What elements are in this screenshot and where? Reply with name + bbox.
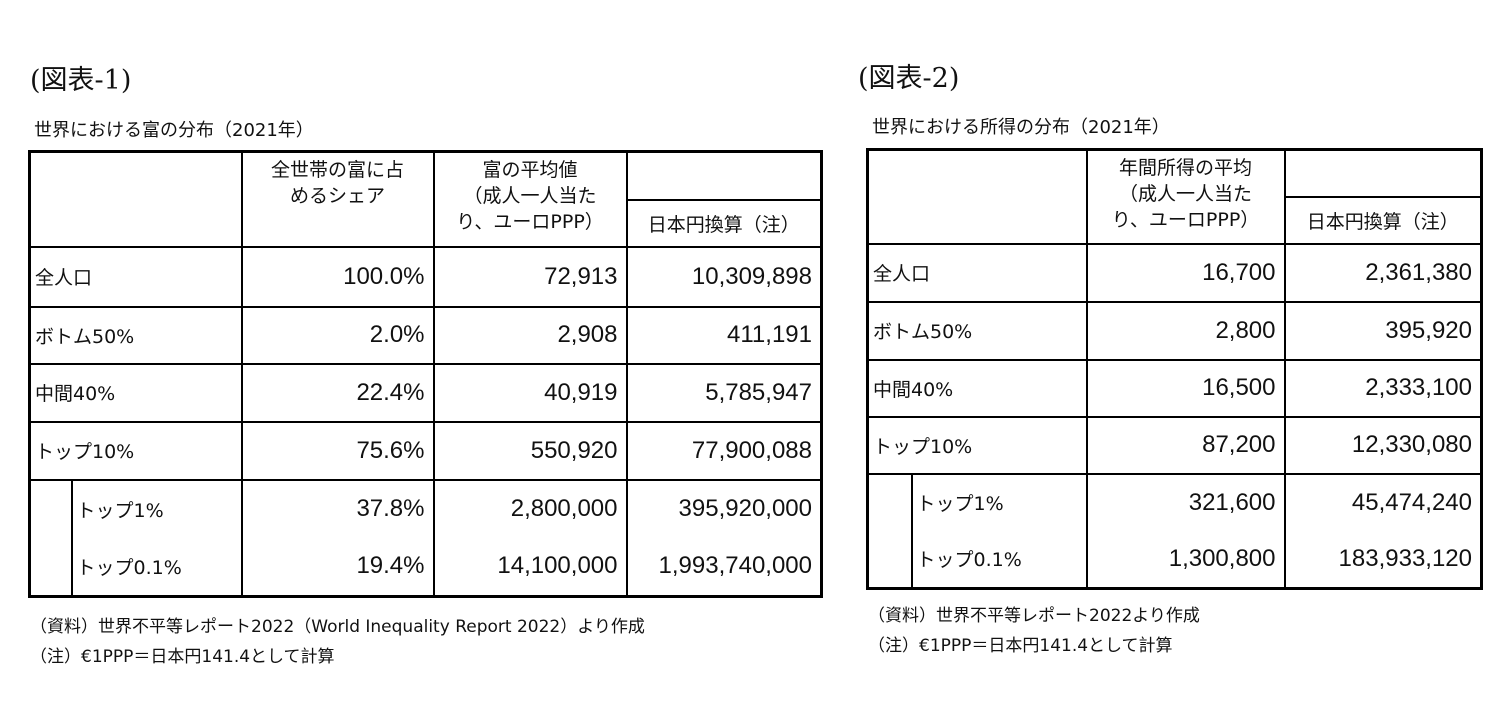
table-row: 中間40% 22.4% 40,919 5,785,947 (28, 362, 823, 423)
header-share: 全世帯の富に占 めるシェア (240, 150, 435, 248)
figure1-label: (図表-1) (30, 65, 132, 96)
table-row: トップ10% 87,200 12,330,080 (866, 415, 1483, 475)
table-row: トップ1% 37.8% 2,800,000 395,920,000 (28, 478, 823, 598)
source-note: （資料）世界不平等レポート2022（World Inequality Repor… (30, 617, 645, 637)
figure2-label: (図表-2) (858, 63, 960, 94)
table-row: ボトム50% 2,800 395,920 (866, 300, 1483, 361)
header-yen: 日本円換算（注） (625, 198, 823, 248)
figure2-title: 世界における所得の分布（2021年） (872, 117, 1170, 138)
table-row: ボトム50% 2.0% 2,908 411,191 (28, 305, 823, 365)
income-distribution-table: 年間所得の平均 （成人一人当た り、ユーロPPP） 日本円換算（注） 全人口 16,… (866, 148, 1483, 590)
table-row: 全人口 16,700 2,361,380 (866, 242, 1483, 303)
indent-cell (866, 472, 913, 590)
conversion-note: （注）€1PPP＝日本円141.4として計算 (30, 647, 335, 667)
header-mean: 年間所得の平均 （成人一人当た り、ユーロPPP） (1085, 148, 1286, 245)
figure1-title: 世界における富の分布（2021年） (34, 120, 314, 141)
indent-cell (28, 478, 73, 598)
header-blank (866, 148, 1088, 245)
table-row: トップ1% 321,600 45,474,240 (866, 472, 1483, 590)
table-row: トップ0.1% 19.4% 14,100,000 1,993,740,000 (30, 537, 823, 598)
figure1-notes: （資料）世界不平等レポート2022（World Inequality Repor… (30, 612, 645, 672)
header-yen: 日本円換算（注） (1283, 195, 1483, 245)
header-blank (28, 150, 243, 248)
figure2-notes: （資料）世界不平等レポート2022より作成 （注）€1PPP＝日本円141.4と… (868, 601, 1200, 661)
header-yen-top (625, 150, 823, 201)
header-yen-top (1283, 148, 1483, 198)
table-row: トップ10% 75.6% 550,920 77,900,088 (28, 420, 823, 481)
header-mean: 富の平均値 （成人一人当た り、ユーロPPP） (432, 150, 628, 248)
table-row: 中間40% 16,500 2,333,100 (866, 358, 1483, 418)
table-row: 全人口 100.0% 72,913 10,309,898 (28, 245, 823, 308)
source-note: （資料）世界不平等レポート2022より作成 (868, 606, 1200, 626)
conversion-note: （注）€1PPP＝日本円141.4として計算 (868, 636, 1173, 656)
table-row: トップ0.1% 1,300,800 183,933,120 (868, 530, 1483, 590)
wealth-distribution-table: 全世帯の富に占 めるシェア 富の平均値 （成人一人当た り、ユーロPPP） 日本円換算… (28, 150, 823, 598)
